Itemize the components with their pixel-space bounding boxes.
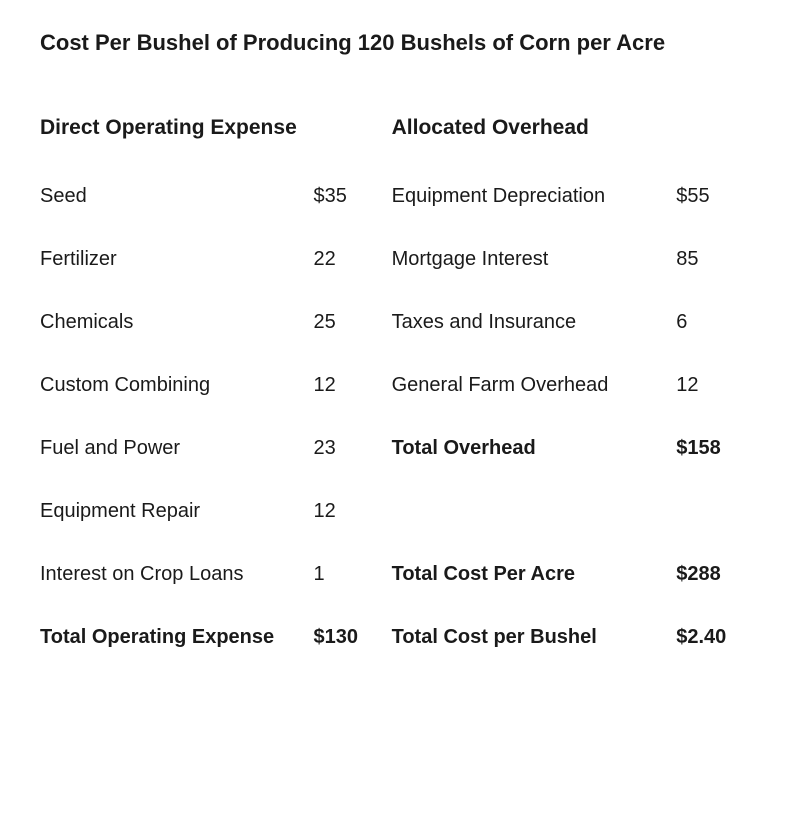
left-value: 12: [313, 480, 391, 543]
right-value: 6: [676, 291, 760, 354]
right-label: Total Cost per Bushel: [392, 606, 677, 669]
right-label: Total Overhead: [392, 417, 677, 480]
left-value: $35: [313, 165, 391, 228]
left-label: Chemicals: [40, 291, 313, 354]
table-row: Fertilizer22Mortgage Interest85: [40, 228, 760, 291]
header-left: Direct Operating Expense: [40, 96, 392, 165]
table-row: Equipment Repair12: [40, 480, 760, 543]
right-value: $55: [676, 165, 760, 228]
right-label: General Farm Overhead: [392, 354, 677, 417]
right-label: Mortgage Interest: [392, 228, 677, 291]
table-row: Total Operating Expense$130Total Cost pe…: [40, 606, 760, 669]
left-label: Total Operating Expense: [40, 606, 313, 669]
table-row: Interest on Crop Loans1Total Cost Per Ac…: [40, 543, 760, 606]
header-row: Direct Operating ExpenseAllocated Overhe…: [40, 96, 760, 165]
right-value: $2.40: [676, 606, 760, 669]
right-value: [676, 480, 760, 543]
right-label: Taxes and Insurance: [392, 291, 677, 354]
table-body: Direct Operating ExpenseAllocated Overhe…: [40, 96, 760, 669]
cost-table: Direct Operating ExpenseAllocated Overhe…: [40, 96, 760, 669]
right-value: 85: [676, 228, 760, 291]
right-label: Equipment Depreciation: [392, 165, 677, 228]
right-label: Total Cost Per Acre: [392, 543, 677, 606]
table-row: Chemicals25Taxes and Insurance6: [40, 291, 760, 354]
left-label: Interest on Crop Loans: [40, 543, 313, 606]
left-value: 12: [313, 354, 391, 417]
left-label: Seed: [40, 165, 313, 228]
left-label: Fertilizer: [40, 228, 313, 291]
right-value: 12: [676, 354, 760, 417]
left-label: Custom Combining: [40, 354, 313, 417]
left-value: 23: [313, 417, 391, 480]
left-value: $130: [313, 606, 391, 669]
right-value: $158: [676, 417, 760, 480]
table-row: Custom Combining12General Farm Overhead1…: [40, 354, 760, 417]
right-value: $288: [676, 543, 760, 606]
left-label: Fuel and Power: [40, 417, 313, 480]
right-label: [392, 480, 677, 543]
header-right: Allocated Overhead: [392, 96, 760, 165]
left-value: 1: [313, 543, 391, 606]
left-label: Equipment Repair: [40, 480, 313, 543]
page-title: Cost Per Bushel of Producing 120 Bushels…: [40, 30, 760, 56]
table-row: Seed$35Equipment Depreciation$55: [40, 165, 760, 228]
table-row: Fuel and Power23Total Overhead$158: [40, 417, 760, 480]
left-value: 22: [313, 228, 391, 291]
left-value: 25: [313, 291, 391, 354]
